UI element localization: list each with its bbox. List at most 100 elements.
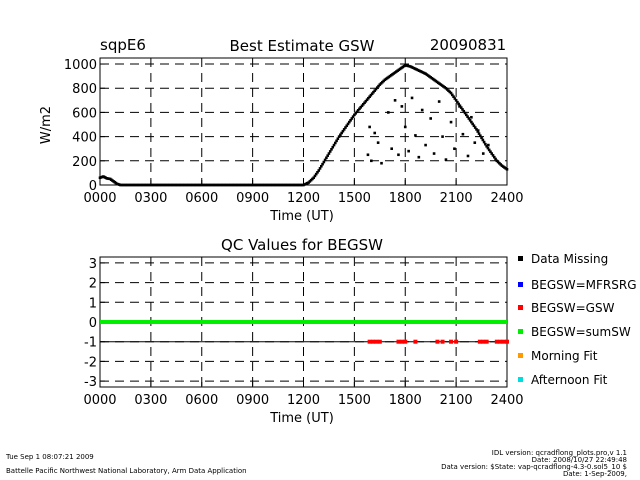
legend-item-afternoon-fit: Afternoon Fit xyxy=(518,373,608,387)
top-data-point xyxy=(151,183,155,187)
top-data-point xyxy=(459,106,463,109)
bottom-y-tick-label: -1 xyxy=(84,336,97,351)
top-data-point xyxy=(205,183,209,187)
top-data-point xyxy=(275,183,278,187)
legend-label-afternoon-fit: Afternoon Fit xyxy=(531,373,608,387)
top-data-point xyxy=(119,183,122,187)
top-data-point xyxy=(215,183,218,187)
footer-data-date: Date: 1-Sep-2009, xyxy=(563,470,627,478)
top-data-point xyxy=(233,183,236,187)
top-data-point xyxy=(266,183,270,187)
top-data-point xyxy=(463,111,467,115)
top-data-point xyxy=(227,183,231,187)
top-data-point xyxy=(256,183,259,187)
legend: Data Missing BEGSW=MFRSRG BEGSW=GSW BEGS… xyxy=(518,252,637,387)
top-data-point xyxy=(279,183,282,187)
bottom-x-tick-label: 0300 xyxy=(134,393,167,408)
top-data-point xyxy=(339,133,342,137)
top-data-point xyxy=(354,112,357,115)
top-data-point xyxy=(157,183,160,187)
top-scatter-point xyxy=(400,105,404,108)
top-scatter-point xyxy=(453,147,456,151)
top-y-tick-label: 0 xyxy=(89,179,97,194)
top-scatter-point xyxy=(429,117,432,120)
top-data-point xyxy=(322,160,326,164)
top-data-point xyxy=(239,183,243,187)
top-data-point xyxy=(288,183,292,187)
top-data-point xyxy=(246,183,250,187)
top-data-point xyxy=(277,183,281,187)
top-data-point xyxy=(337,135,341,138)
top-data-point xyxy=(332,143,336,147)
top-data-point xyxy=(489,150,492,154)
top-data-point xyxy=(475,128,478,131)
top-data-point xyxy=(283,183,286,187)
top-data-point xyxy=(142,183,145,187)
top-data-point xyxy=(273,183,277,187)
qc-gsw-point xyxy=(494,339,499,344)
top-data-point xyxy=(318,167,322,170)
top-data-point xyxy=(358,107,361,111)
top-data-point xyxy=(454,99,458,102)
qc-gsw-point xyxy=(377,339,382,344)
top-data-point xyxy=(238,183,242,187)
top-data-point xyxy=(226,183,229,187)
top-data-point xyxy=(331,145,335,149)
top-data-point xyxy=(365,98,369,102)
top-data-point xyxy=(355,110,359,114)
top-scatter-point xyxy=(437,100,441,103)
top-x-tick-label: 1800 xyxy=(389,191,422,206)
top-data-point xyxy=(135,183,138,187)
top-data-point xyxy=(180,183,183,187)
top-data-point xyxy=(377,84,380,88)
top-scatter-point xyxy=(380,161,383,165)
top-data-point xyxy=(472,124,476,128)
top-data-point xyxy=(280,183,284,187)
top-data-point xyxy=(317,169,321,172)
top-data-point xyxy=(461,108,464,111)
top-data-point xyxy=(247,183,251,187)
top-data-point xyxy=(345,124,349,128)
bottom-x-tick-label: 0000 xyxy=(83,393,116,408)
top-scatter-point xyxy=(370,159,373,163)
top-data-point xyxy=(222,183,225,187)
qc-gsw-point xyxy=(498,339,503,344)
top-data-point xyxy=(452,95,455,99)
top-data-point xyxy=(182,183,186,187)
top-scatter-point xyxy=(417,155,421,159)
top-data-point xyxy=(468,118,472,122)
qc-gsw-point xyxy=(367,339,372,344)
top-data-point xyxy=(356,109,360,112)
top-data-point xyxy=(505,167,509,171)
legend-marker-mfrsrg xyxy=(518,282,523,287)
top-scatter-point xyxy=(449,120,453,124)
qc-gsw-point xyxy=(454,339,459,344)
bottom-y-tick-label: 3 xyxy=(89,257,97,272)
top-data-point xyxy=(120,183,124,187)
footer-timestamp: Tue Sep 1 08:07:21 2009 xyxy=(5,453,94,461)
top-scatter-point xyxy=(397,153,400,157)
top-data-point xyxy=(209,183,213,187)
top-data-point xyxy=(185,183,189,187)
top-data-point xyxy=(264,183,267,187)
top-data-point xyxy=(289,183,293,187)
top-data-point xyxy=(341,129,345,133)
top-data-point xyxy=(152,183,156,187)
top-data-point xyxy=(219,183,223,187)
top-data-point xyxy=(203,183,206,187)
top-data-point xyxy=(276,183,280,187)
top-data-point xyxy=(223,183,227,187)
top-data-point xyxy=(485,144,488,148)
top-data-point xyxy=(364,99,368,103)
qc-gsw-point xyxy=(484,339,489,344)
top-data-point xyxy=(296,183,300,187)
bottom-y-tick-label: 2 xyxy=(89,277,97,292)
top-y-tick-label: 800 xyxy=(72,82,97,97)
top-data-point xyxy=(299,183,303,187)
top-data-point xyxy=(349,118,352,122)
legend-label-mfrsrg: BEGSW=MFRSRG xyxy=(531,278,637,292)
top-data-point xyxy=(470,120,473,124)
top-data-point xyxy=(344,126,347,129)
top-data-point xyxy=(121,183,125,187)
